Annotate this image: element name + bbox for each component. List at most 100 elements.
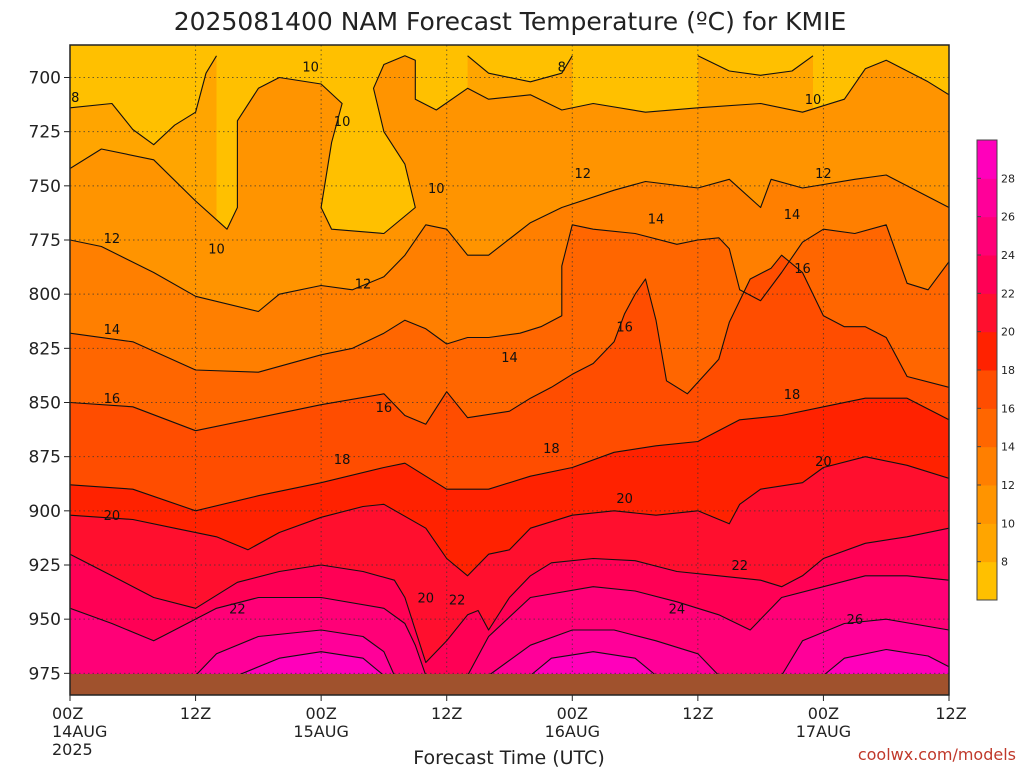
contour-28-17: [823, 648, 949, 676]
contour-label-19: 18: [334, 453, 351, 468]
y-tick-label-750: 750: [29, 177, 61, 197]
colorbar-swatch-3: [977, 446, 997, 486]
colorbar-swatch-6: [977, 331, 997, 371]
y-tick-label-775: 775: [29, 231, 61, 251]
y-tick-label-800: 800: [29, 285, 61, 305]
colorbar-swatch-8: [977, 255, 997, 294]
contour-label-29: 24: [669, 602, 686, 617]
contour-8-1: [467, 55, 573, 83]
contour-label-8: 12: [355, 277, 372, 292]
contour-label-13: 14: [648, 212, 665, 227]
contour-label-20: 18: [543, 442, 560, 457]
x-tick-label-60-1: 12Z: [682, 704, 713, 723]
contour-label-14: 14: [784, 208, 801, 223]
contour-label-22: 20: [104, 509, 121, 524]
x-tick-label-0-1: 00Z: [52, 704, 83, 723]
chart-title: 2025081400 NAM Forecast Temperature (ºC)…: [174, 7, 847, 36]
contour-10-3: [70, 55, 949, 235]
contour-14-5: [70, 224, 949, 373]
x-tick-label-0-2: 14AUG: [52, 722, 107, 741]
x-tick-label-48-1: 00Z: [557, 704, 588, 723]
colorbar-label-22: 22: [1001, 287, 1015, 300]
x-tick-label-84-1: 12Z: [935, 704, 966, 723]
y-tick-label-950: 950: [29, 610, 61, 630]
y-tick-label-725: 725: [29, 123, 61, 143]
colorbar-label-16: 16: [1001, 402, 1015, 415]
y-tick-label-850: 850: [29, 394, 61, 414]
y-tick-label-900: 900: [29, 502, 61, 522]
contour-26-13: [488, 629, 720, 676]
contour-label-18: 16: [794, 262, 811, 277]
colorbar-label-14: 14: [1001, 441, 1015, 454]
contour-20-8: [70, 456, 949, 577]
y-axis: 700 725 750 775 800 825 850 875 900 925 950 975: [29, 69, 70, 684]
contour-12-4: [70, 174, 949, 313]
contour-22-9: [70, 527, 949, 664]
contour-label-9: 12: [574, 167, 591, 182]
colorbar-label-24: 24: [1001, 249, 1015, 262]
contour-label-21: 18: [784, 388, 801, 403]
y-tick-label-975: 975: [29, 664, 61, 684]
contour-label-27: 22: [449, 594, 466, 609]
y-tick-label-825: 825: [29, 339, 61, 359]
contour-18-7: [70, 397, 949, 512]
colorbar-swatch-2: [977, 485, 997, 524]
contour-label-24: 20: [815, 455, 832, 470]
colorbar-label-8: 8: [1001, 556, 1008, 569]
contour-label-1: 8: [558, 61, 566, 76]
colorbar-label-20: 20: [1001, 326, 1015, 339]
contour-label-17: 16: [616, 321, 633, 336]
contour-26-12: [195, 629, 395, 676]
contour-labels: 8 8 10 10 10 10 10 12 12 12 12 14 14 14 14 16 16 16 16 18 18…: [71, 61, 864, 629]
contour-label-2: 10: [302, 61, 319, 76]
plot-frame: [69, 44, 950, 696]
colorbar-label-12: 12: [1001, 479, 1015, 492]
contour-label-4: 10: [208, 243, 225, 258]
contour-26-14: [781, 618, 949, 676]
contour-label-12: 14: [501, 351, 518, 366]
contour-24-10: [70, 596, 427, 676]
contour-label-7: 12: [104, 232, 121, 247]
colorbar-swatch-1: [977, 523, 997, 563]
contour-label-16: 16: [376, 401, 393, 416]
x-tick-label-0-3: 2025: [52, 740, 93, 759]
x-tick-label-24-2: 15AUG: [293, 722, 348, 741]
x-tick-label-12-1: 12Z: [180, 704, 211, 723]
contour-28-15: [237, 651, 385, 677]
contour-label-6: 10: [805, 93, 822, 108]
contour-label-15: 16: [104, 392, 121, 407]
y-tick-label-925: 925: [29, 556, 61, 576]
contour-label-5: 10: [428, 182, 445, 197]
colorbar-swatch-5: [977, 370, 997, 409]
contour-label-10: 12: [815, 167, 832, 182]
colorbar-swatch-11: [977, 140, 997, 179]
x-tick-label-72-1: 00Z: [808, 704, 839, 723]
colorbar-label-18: 18: [1001, 364, 1015, 377]
x-axis-label: Forecast Time (UTC): [413, 747, 604, 768]
contour-24-11: [467, 575, 949, 676]
y-tick-label-700: 700: [29, 69, 61, 89]
colorbar-label-28: 28: [1001, 172, 1015, 185]
colorbar-label-10: 10: [1001, 517, 1015, 530]
colorbar-swatch-7: [977, 293, 997, 333]
contour-label-26: 22: [229, 602, 246, 617]
colorbar-swatch-10: [977, 178, 997, 218]
x-tick-label-24-1: 00Z: [305, 704, 336, 723]
contour-label-30: 26: [847, 613, 864, 628]
colorbar-swatch-9: [977, 216, 997, 256]
x-tick-label-48-2: 16AUG: [545, 722, 600, 741]
colorbar-swatch-4: [977, 408, 997, 448]
ground-surface: [70, 674, 949, 695]
contour-lines: [70, 55, 949, 677]
contour-8-2: [697, 55, 814, 76]
x-tick-label-36-1: 12Z: [431, 704, 462, 723]
contour-label-11: 14: [104, 323, 121, 338]
contour-label-28: 22: [731, 559, 748, 574]
contour-8-0: [70, 55, 217, 146]
contour-label-3: 10: [334, 115, 351, 130]
contour-16-6: [70, 254, 949, 432]
contour-label-0: 8: [71, 91, 79, 106]
x-tick-label-72-2: 17AUG: [796, 722, 851, 741]
